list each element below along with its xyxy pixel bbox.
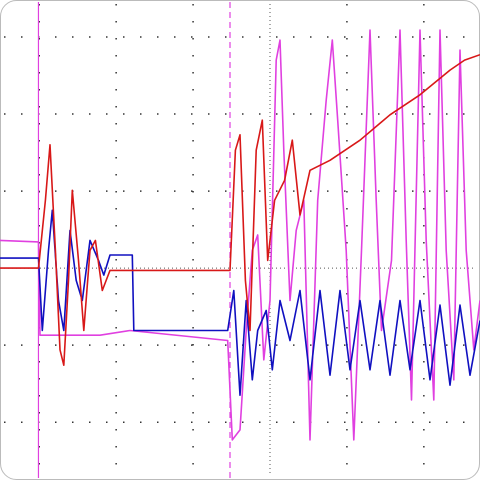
trace (0, 209, 480, 396)
trace (0, 29, 480, 441)
trace (0, 53, 480, 366)
